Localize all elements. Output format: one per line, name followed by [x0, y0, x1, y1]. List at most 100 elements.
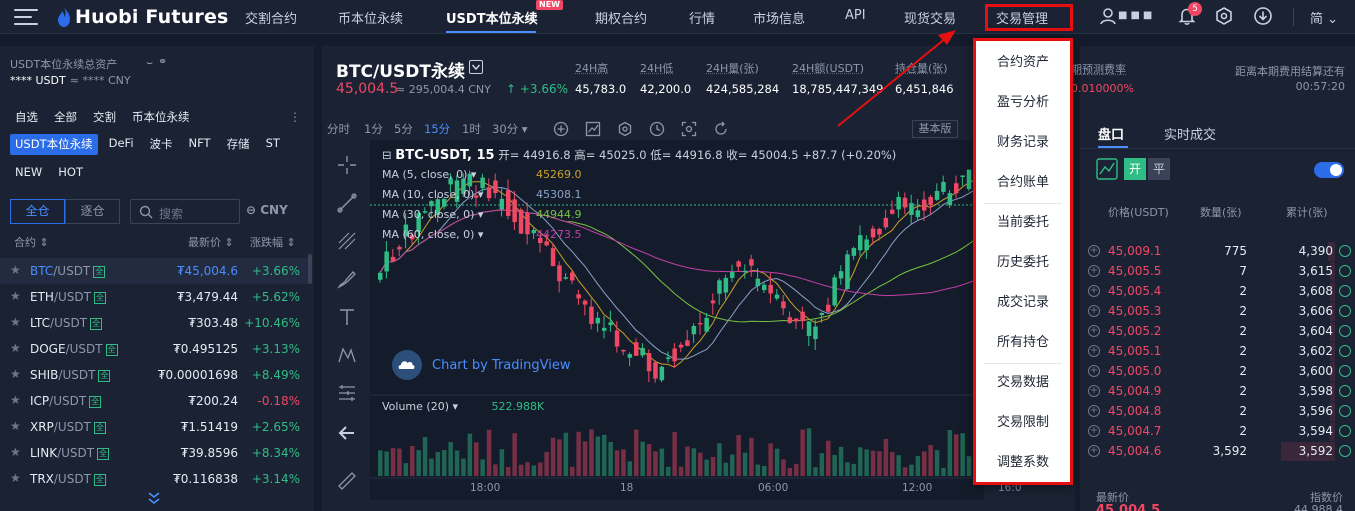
- contract-row-link[interactable]: ★ LINK/USDT 全 ₮39.8596 +8.34%: [0, 440, 308, 466]
- plus-icon[interactable]: +: [1088, 445, 1100, 457]
- menu-item-adjustment-factor[interactable]: 调整系数: [976, 443, 1070, 483]
- arrow-circle-icon[interactable]: [1339, 425, 1351, 437]
- timeframe-1h[interactable]: 1时: [462, 121, 481, 137]
- language-selector[interactable]: 简 ⌄: [1310, 8, 1338, 27]
- list-scrollbar[interactable]: [308, 254, 312, 284]
- collapse-icon[interactable]: ⊟: [382, 148, 392, 162]
- timeframe-tick[interactable]: 分时: [327, 121, 350, 137]
- order-book-toggle-switch[interactable]: [1314, 162, 1344, 178]
- contract-row-eth[interactable]: ★ ETH/USDT 全 ₮3,479.44 +5.62%: [0, 284, 308, 310]
- settings-hex-icon[interactable]: [1214, 6, 1234, 26]
- plus-icon[interactable]: +: [1088, 385, 1100, 397]
- screenshot-icon[interactable]: [681, 121, 697, 137]
- contract-row-icp[interactable]: ★ ICP/USDT 全 ₮200.24 -0.18%: [0, 388, 308, 414]
- star-icon[interactable]: ★: [10, 419, 21, 433]
- settings-hex-icon[interactable]: [617, 121, 633, 137]
- ma10-legend[interactable]: MA (10, close, 0) ▾: [382, 188, 483, 201]
- tradingview-watermark[interactable]: Chart by TradingView: [392, 350, 570, 380]
- nav-link-market-info[interactable]: 市场信息: [753, 8, 805, 27]
- star-icon[interactable]: ★: [10, 289, 21, 303]
- arrow-circle-icon[interactable]: [1339, 325, 1351, 337]
- menu-item-financial-records[interactable]: 财务记录: [976, 123, 1070, 163]
- nav-link-options[interactable]: 期权合约: [595, 8, 647, 27]
- star-icon[interactable]: ★: [10, 367, 21, 381]
- category-favorites[interactable]: 自选: [10, 107, 43, 128]
- menu-item-trading-limits[interactable]: 交易限制: [976, 403, 1070, 443]
- arrow-circle-icon[interactable]: [1339, 285, 1351, 297]
- plus-icon[interactable]: +: [1088, 345, 1100, 357]
- star-icon[interactable]: ★: [10, 445, 21, 459]
- tab-order-book[interactable]: 盘口: [1098, 124, 1124, 143]
- ask-row[interactable]: +45,005.1 2 3,602: [1080, 341, 1355, 362]
- nav-link-market[interactable]: 行情: [689, 8, 715, 27]
- ask-row[interactable]: +45,004.7 2 3,594: [1080, 421, 1355, 442]
- indicator-chart-icon[interactable]: [585, 121, 601, 137]
- trendline-icon[interactable]: [336, 192, 358, 214]
- nav-link-api[interactable]: API: [845, 8, 866, 23]
- category-usdt-swap[interactable]: USDT本位永续: [10, 134, 98, 155]
- volume-legend[interactable]: Volume (20) ▾ 522.988K: [382, 400, 544, 413]
- contract-row-doge[interactable]: ★ DOGE/USDT 全 ₮0.495125 +3.13%: [0, 336, 308, 362]
- ask-row[interactable]: +45,005.0 2 3,600: [1080, 361, 1355, 382]
- more-vertical-icon[interactable]: ⋮: [289, 110, 301, 124]
- hide-eye-icon[interactable]: ⌣: [146, 56, 153, 70]
- menu-item-pnl-analysis[interactable]: 盈亏分析: [976, 83, 1070, 123]
- category-defi[interactable]: DeFi: [104, 134, 139, 155]
- plus-icon[interactable]: +: [1088, 285, 1100, 297]
- category-new[interactable]: NEW: [10, 163, 47, 182]
- menu-item-order-history[interactable]: 历史委托: [976, 243, 1070, 283]
- text-tool-icon[interactable]: [336, 306, 358, 328]
- ask-row[interactable]: +45,009.1 775 4,390: [1080, 241, 1355, 262]
- plus-icon[interactable]: +: [1088, 365, 1100, 377]
- arrow-circle-icon[interactable]: [1339, 265, 1351, 277]
- logo[interactable]: Huobi Futures: [56, 4, 229, 30]
- star-icon[interactable]: ★: [10, 341, 21, 355]
- depth-chart-icon[interactable]: [1096, 158, 1118, 180]
- menu-item-open-orders[interactable]: 当前委托: [976, 203, 1070, 243]
- nav-link-delivery[interactable]: 交割合约: [245, 8, 297, 27]
- ma5-legend[interactable]: MA (5, close, 0) ▾: [382, 168, 476, 181]
- arrow-circle-icon[interactable]: [1339, 345, 1351, 357]
- menu-item-all-positions[interactable]: 所有持仓: [976, 323, 1070, 363]
- ma60-legend[interactable]: MA (60, close, 0) ▾: [382, 228, 483, 241]
- plus-icon[interactable]: +: [1088, 325, 1100, 337]
- ma30-legend[interactable]: MA (30, close, 0) ▾: [382, 208, 483, 221]
- ruler-icon[interactable]: [336, 470, 358, 492]
- close-position-toggle[interactable]: 平: [1148, 158, 1170, 180]
- nav-link-coin-swap[interactable]: 币本位永续: [338, 8, 403, 27]
- arrow-circle-icon[interactable]: [1339, 305, 1351, 317]
- download-icon[interactable]: [1253, 6, 1273, 26]
- star-icon[interactable]: ★: [10, 471, 21, 485]
- arrow-circle-icon[interactable]: [1339, 445, 1351, 457]
- pair-dropdown-icon[interactable]: [469, 60, 483, 74]
- arrow-circle-icon[interactable]: [1339, 365, 1351, 377]
- menu-icon[interactable]: [14, 9, 38, 25]
- ask-row[interactable]: +45,005.3 2 3,606: [1080, 301, 1355, 322]
- contract-row-btc[interactable]: ★ BTC/USDT 全 ₮45,004.6 +3.66%: [0, 258, 308, 284]
- header-contract[interactable]: 合约 ⇕: [14, 234, 49, 250]
- plus-icon[interactable]: +: [1088, 265, 1100, 277]
- arrow-circle-icon[interactable]: [1339, 245, 1351, 257]
- user-icon[interactable]: [1098, 6, 1118, 26]
- ask-row[interactable]: +45,005.4 2 3,608: [1080, 281, 1355, 302]
- pattern-tool-icon[interactable]: [336, 344, 358, 366]
- tab-recent-trades[interactable]: 实时成交: [1164, 124, 1216, 143]
- star-icon[interactable]: ★: [10, 263, 21, 277]
- add-indicator-icon[interactable]: [553, 121, 569, 137]
- plus-icon[interactable]: +: [1088, 405, 1100, 417]
- isolated-margin-tab[interactable]: 逐仓: [65, 199, 120, 224]
- search-input[interactable]: 搜索: [130, 199, 240, 224]
- category-storage[interactable]: 存储: [222, 134, 255, 155]
- ask-row[interactable]: +45,005.5 7 3,615: [1080, 261, 1355, 282]
- currency-toggle[interactable]: ⊖ CNY: [246, 203, 288, 217]
- nav-link-spot[interactable]: 现货交易: [904, 8, 956, 27]
- menu-item-trade-history[interactable]: 成交记录: [976, 283, 1070, 323]
- menu-item-contract-bill[interactable]: 合约账单: [976, 163, 1070, 203]
- contract-row-trx[interactable]: ★ TRX/USDT 全 ₮0.116838 +3.14%: [0, 466, 308, 492]
- crosshair-icon[interactable]: [336, 154, 358, 176]
- brush-icon[interactable]: [336, 268, 358, 290]
- ask-row[interactable]: +45,004.8 2 3,596: [1080, 401, 1355, 422]
- plus-icon[interactable]: +: [1088, 245, 1100, 257]
- plus-icon[interactable]: +: [1088, 305, 1100, 317]
- star-icon[interactable]: ★: [10, 393, 21, 407]
